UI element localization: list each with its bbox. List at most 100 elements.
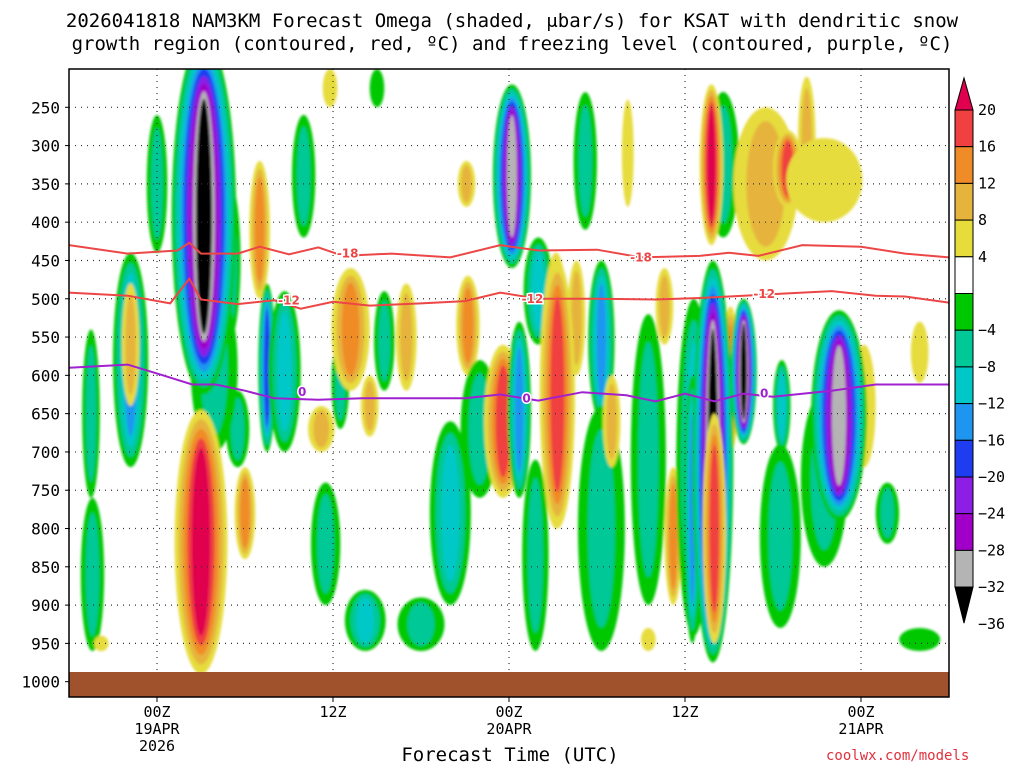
colorbar-swatch-pos8 [954, 182, 974, 221]
colorbar-label: −36 [978, 615, 1005, 633]
omega-cell [899, 628, 941, 652]
omega-cell [514, 347, 524, 473]
colorbar-label: 12 [978, 174, 996, 192]
colorbar-swatch-pos4 [954, 219, 974, 258]
contour-label: 0 [298, 385, 306, 399]
pressure-tick-label: 650 [31, 405, 60, 424]
omega-cell [786, 137, 863, 223]
omega-cell [831, 345, 847, 486]
colorbar-label: −32 [978, 578, 1005, 596]
pressure-tick-label: 850 [31, 558, 60, 577]
omega-cell [196, 98, 212, 334]
omega-cell [778, 371, 786, 441]
colorbar-swatch-white [954, 256, 974, 294]
colorbar-bottom-arrow [954, 586, 974, 624]
time-tick-label: 12Z [319, 703, 346, 721]
colorbar-swatch-neg8 [954, 329, 974, 368]
omega-colorbar: 20 16 12 8 4 −4 −8 −12 −16 −20 −24 −28 −32 −36 [954, 76, 1005, 633]
omega-cell [910, 321, 929, 383]
omega-field-shading [80, 69, 941, 675]
omega-cell [317, 494, 335, 594]
pressure-tick-label: 600 [31, 366, 60, 385]
omega-cell [638, 341, 659, 578]
time-tick-label: 21APR [838, 720, 884, 738]
omega-cell [571, 270, 582, 366]
omega-cell [125, 294, 136, 395]
omega-cell [240, 478, 250, 549]
omega-cell [669, 483, 678, 589]
contour-label: 0 [522, 391, 530, 405]
time-tick-label: 20APR [486, 720, 532, 738]
contour-label: -12 [522, 292, 544, 306]
omega-cell [254, 177, 265, 283]
omega-cell [462, 287, 474, 364]
colorbar-label: −20 [978, 468, 1005, 486]
omega-cell [527, 477, 544, 633]
colorbar-label: −4 [978, 321, 996, 339]
pressure-tick-label: 250 [31, 98, 60, 117]
colorbar-swatch-neg28 [954, 513, 974, 551]
omega-cell [587, 429, 615, 628]
colorbar-label: −24 [978, 505, 1005, 523]
omega-cell [531, 251, 545, 331]
dgz-minus18-contour [69, 241, 949, 259]
pressure-tick-label: 350 [31, 175, 60, 194]
omega-cell [296, 126, 311, 226]
pressure-tick-label: 900 [31, 596, 60, 615]
omega-cell [277, 311, 292, 432]
colorbar-label: 4 [978, 248, 987, 266]
omega-cell [768, 461, 793, 611]
freezing-level-contour [69, 363, 949, 403]
contour-label: -12 [278, 293, 300, 307]
colorbar-swatch-pos12 [954, 146, 974, 184]
colorbar-swatch-neg20 [954, 439, 974, 478]
omega-cell [461, 165, 472, 203]
omega-cell [400, 293, 413, 382]
pressure-tick-label: 950 [31, 634, 60, 653]
pressure-tick-label: 300 [31, 137, 60, 156]
colorbar-swatch-neg24 [954, 476, 974, 515]
pressure-tick-label: 500 [31, 290, 60, 309]
colorbar-swatch-neg32 [954, 549, 974, 588]
time-tick-label: 2026 [139, 737, 175, 755]
omega-cell [364, 380, 375, 432]
colorbar-label: −28 [978, 541, 1005, 559]
contour-lines: -18 -18 -12 -12 -12 0 0 0 [69, 241, 949, 407]
contour-label: -18 [630, 250, 652, 264]
pressure-tick-label: 750 [31, 481, 60, 500]
pressure-axis-labels: 250 300 350 400 450 500 550 600 650 700 750 800 850 9… [21, 98, 69, 692]
site-credit-link[interactable]: coolwx.com/models [826, 748, 970, 764]
omega-cell [441, 444, 460, 582]
contour-label: -18 [337, 247, 359, 261]
omega-cell [341, 282, 360, 376]
pressure-tick-label: 550 [31, 328, 60, 347]
omega-cell [495, 365, 511, 478]
omega-blobs [80, 69, 941, 675]
x-axis-title: Forecast Time (UTC) [401, 744, 619, 766]
chart-title-line-2: growth region (contoured, red, ºC) and f… [71, 33, 953, 55]
colorbar-swatch-neg16 [954, 403, 974, 441]
omega-cell [596, 283, 607, 399]
time-tick-label: 19APR [134, 720, 180, 738]
colorbar-label: −16 [978, 431, 1005, 449]
omega-cell [230, 397, 245, 460]
omega-cell [578, 105, 592, 217]
chart-title-line-1: 2026041818 NAM3KM Forecast Omega (shaded… [65, 10, 959, 32]
colorbar-label: 8 [978, 211, 987, 229]
omega-cell [378, 300, 391, 382]
omega-cell [313, 410, 330, 448]
colorbar-top-arrow [954, 76, 974, 111]
omega-cell [407, 602, 435, 646]
colorbar-label: 16 [978, 138, 996, 156]
pressure-tick-label: 450 [31, 251, 60, 270]
omega-cell [550, 296, 565, 493]
omega-cell [740, 323, 747, 420]
colorbar-label: 20 [978, 101, 996, 119]
omega-cell [707, 107, 716, 223]
omega-cell [621, 99, 634, 207]
omega-cell [369, 69, 385, 108]
time-tick-label: 12Z [671, 703, 698, 721]
colorbar-label: −8 [978, 358, 996, 376]
colorbar-swatch-pos16 [954, 109, 974, 148]
